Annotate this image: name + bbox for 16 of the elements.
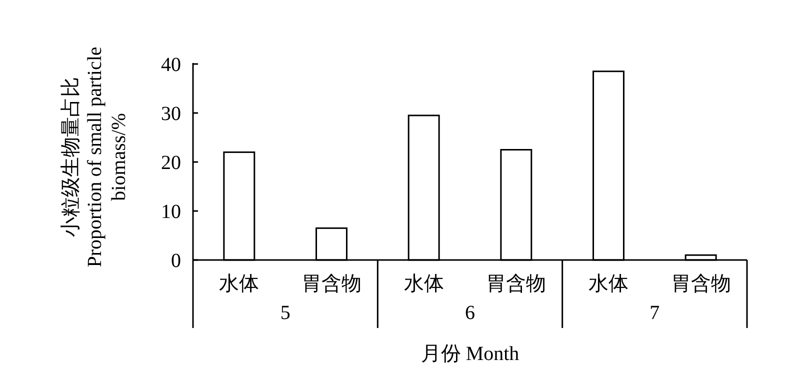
x-tick-label: 胃含物 (486, 273, 546, 295)
y-tick-label: 40 (161, 54, 181, 76)
x-axis-title: 月份 Month (420, 343, 520, 365)
x-tick-label: 胃含物 (670, 273, 731, 295)
x-tick-label: 胃含物 (302, 273, 362, 295)
x-tick-label: 水体 (588, 273, 628, 295)
text: 6 (465, 302, 475, 324)
y-axis-title: 小粒级生物量占比 Proportion of small particle biomass/% (60, 46, 130, 268)
y-tick-label: 0 (171, 250, 181, 272)
y-tick-label: 30 (161, 103, 181, 125)
text: 5 (280, 302, 290, 324)
y-tick-label: 20 (161, 152, 181, 174)
x-tick-label: 水体 (219, 273, 260, 295)
text: 7 (650, 302, 660, 324)
x-tick-label: 水体 (404, 273, 444, 295)
y-tick-label: 10 (161, 201, 181, 223)
